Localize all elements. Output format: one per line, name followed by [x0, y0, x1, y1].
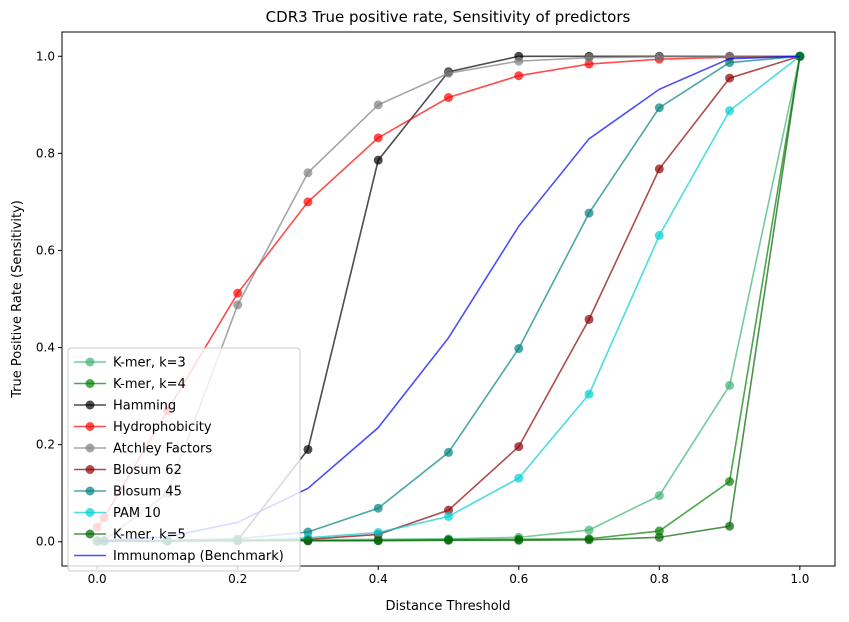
data-point — [584, 389, 594, 399]
data-point — [654, 532, 664, 542]
data-point — [444, 535, 453, 545]
data-point — [584, 59, 594, 69]
legend-marker — [85, 529, 95, 539]
legend: K-mer, k=3 K-mer, k=4 Hamming Hydrophobicit… — [67, 347, 301, 572]
data-point — [303, 444, 313, 454]
legend-label: Blosum 62 — [113, 463, 182, 478]
data-point — [654, 103, 664, 113]
x-tick-label: 0.8 — [650, 572, 669, 586]
data-point — [233, 300, 243, 310]
data-point — [303, 197, 313, 207]
data-point — [654, 164, 664, 174]
data-point — [303, 168, 313, 178]
data-point — [373, 503, 383, 513]
legend-label: Blosum 45 — [113, 485, 182, 500]
data-point — [444, 505, 453, 515]
x-tick-label: 0.0 — [88, 572, 107, 586]
data-point — [373, 155, 383, 165]
data-point — [373, 528, 383, 538]
data-point — [795, 51, 805, 61]
data-point — [444, 93, 453, 103]
data-point — [373, 133, 383, 143]
data-point — [654, 491, 664, 501]
data-point — [514, 71, 524, 81]
legend-label: K-mer, k=3 — [113, 356, 186, 371]
y-axis-label: True Positive Rate (Sensitivity) — [10, 200, 25, 399]
y-tick-label: 0.6 — [36, 243, 55, 257]
data-point — [584, 314, 594, 324]
data-point — [654, 230, 664, 240]
data-point — [514, 535, 524, 545]
x-tick-label: 0.4 — [369, 572, 388, 586]
data-point — [725, 477, 735, 487]
data-point — [514, 56, 524, 66]
data-point — [725, 521, 735, 531]
legend-marker — [85, 422, 95, 431]
legend-label: PAM 10 — [113, 506, 161, 521]
data-point — [373, 536, 383, 546]
chart-title: CDR3 True positive rate, Sensitivity of … — [266, 8, 631, 26]
x-tick-label: 0.2 — [228, 572, 247, 586]
data-point — [584, 208, 594, 218]
y-tick-label: 0.0 — [36, 535, 55, 549]
legend-label: Immunomap (Benchmark) — [113, 549, 284, 564]
x-tick-label: 0.6 — [509, 572, 528, 586]
data-point — [444, 68, 453, 78]
legend-label: K-mer, k=5 — [113, 528, 186, 543]
x-axis-label: Distance Threshold — [385, 599, 510, 614]
data-point — [514, 442, 524, 452]
legend-marker — [85, 465, 95, 474]
legend-marker — [85, 486, 95, 496]
data-point — [654, 52, 664, 62]
legend-marker — [85, 379, 95, 388]
data-point — [373, 100, 383, 110]
data-point — [444, 511, 453, 521]
y-tick-label: 0.8 — [36, 146, 55, 160]
data-point — [584, 53, 594, 63]
legend-marker — [85, 357, 95, 367]
data-point — [725, 380, 735, 390]
legend-label: Hydrophobicity — [113, 420, 212, 435]
data-point — [584, 525, 594, 535]
data-point — [725, 106, 735, 116]
ticks-layer: 0.0 0.2 0.4 0.6 0.8 1.0 0.0 0.2 0.4 0.6 0.8 1.0 — [36, 49, 810, 586]
data-point — [303, 536, 313, 546]
legend-label: K-mer, k=4 — [113, 377, 186, 392]
data-point — [654, 526, 664, 536]
data-point — [584, 535, 594, 545]
data-point — [725, 73, 735, 83]
x-tick-label: 1.0 — [790, 572, 809, 586]
plot-frame — [61, 31, 836, 567]
y-tick-label: 1.0 — [36, 49, 55, 63]
y-tick-label: 0.2 — [36, 438, 55, 452]
data-point — [233, 288, 243, 298]
y-tick-label: 0.4 — [36, 341, 55, 355]
legend-marker — [85, 443, 95, 453]
data-point — [444, 447, 453, 457]
data-point — [514, 473, 524, 483]
legend-marker — [85, 400, 95, 410]
data-point — [514, 344, 524, 354]
legend-label: Hamming — [113, 399, 176, 414]
legend-marker — [85, 508, 95, 517]
legend-label: Atchley Factors — [113, 442, 212, 457]
legend-frame — [67, 347, 301, 572]
